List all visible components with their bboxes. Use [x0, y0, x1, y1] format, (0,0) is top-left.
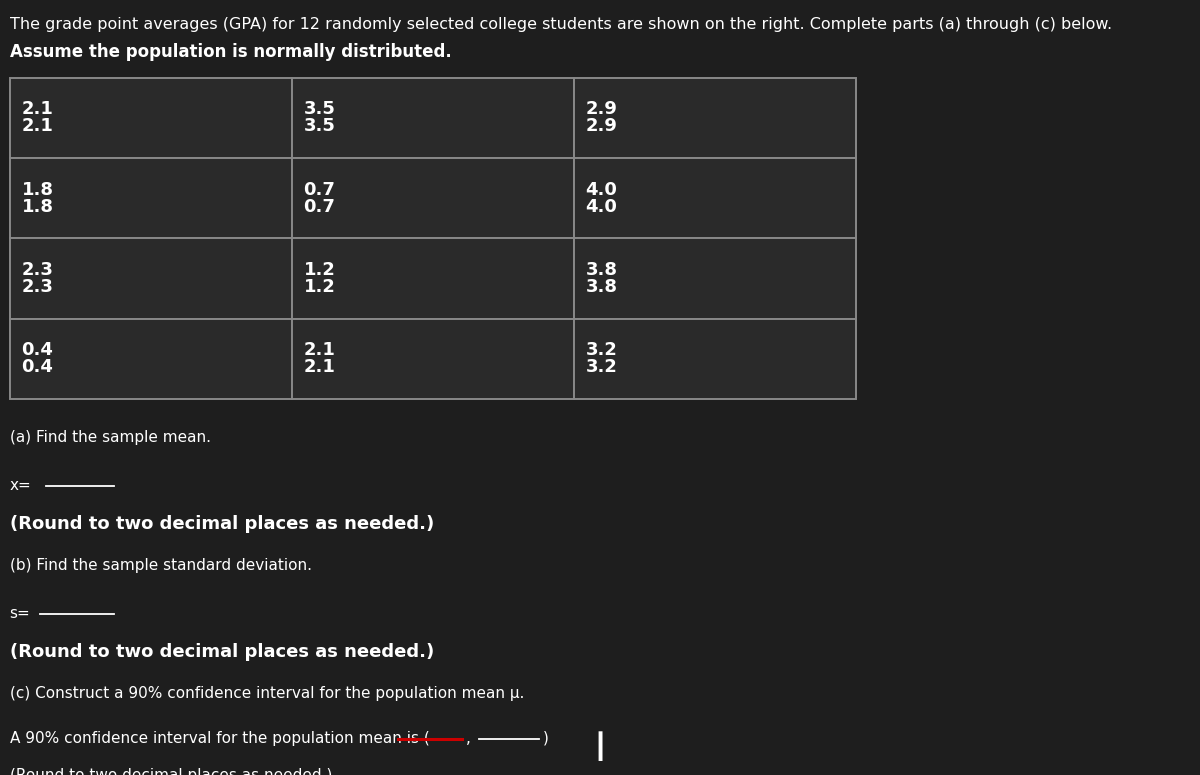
Text: 2.1: 2.1 — [22, 117, 54, 135]
Text: 3.8: 3.8 — [586, 278, 618, 296]
Text: 4.0: 4.0 — [586, 198, 618, 215]
Text: 3.5: 3.5 — [304, 117, 336, 135]
Text: ,: , — [466, 731, 470, 746]
Text: (Round to two decimal places as needed.): (Round to two decimal places as needed.) — [10, 643, 434, 661]
Text: ): ) — [542, 731, 548, 746]
Text: Assume the population is normally distributed.: Assume the population is normally distri… — [10, 43, 451, 60]
Text: 3.2: 3.2 — [586, 342, 618, 360]
Text: (Round to two decimal places as needed.): (Round to two decimal places as needed.) — [10, 515, 434, 533]
Text: 0.7: 0.7 — [304, 198, 336, 215]
Text: 2.1: 2.1 — [22, 100, 54, 118]
Text: 1.8: 1.8 — [22, 181, 54, 198]
Text: 2.9: 2.9 — [586, 100, 618, 118]
Text: 1.2: 1.2 — [304, 278, 336, 296]
Text: s=: s= — [10, 606, 30, 621]
Text: (a) Find the sample mean.: (a) Find the sample mean. — [10, 430, 211, 445]
Text: 4.0: 4.0 — [586, 181, 618, 198]
Text: 2.1: 2.1 — [304, 359, 336, 377]
Text: (c) Construct a 90% confidence interval for the population mean μ.: (c) Construct a 90% confidence interval … — [10, 686, 524, 701]
Text: The grade point averages (GPA) for 12 randomly selected college students are sho: The grade point averages (GPA) for 12 ra… — [10, 17, 1111, 32]
Text: (Round to two decimal places as needed.): (Round to two decimal places as needed.) — [10, 768, 332, 775]
Text: 2.9: 2.9 — [586, 117, 618, 135]
Text: A 90% confidence interval for the population mean is (: A 90% confidence interval for the popula… — [10, 731, 430, 746]
Text: ┃: ┃ — [593, 732, 607, 761]
Text: 1.8: 1.8 — [22, 198, 54, 215]
Text: 3.5: 3.5 — [304, 100, 336, 118]
Text: 0.7: 0.7 — [304, 181, 336, 198]
Text: 3.8: 3.8 — [586, 261, 618, 279]
Text: x=: x= — [10, 478, 31, 493]
Text: 1.2: 1.2 — [304, 261, 336, 279]
Text: 2.3: 2.3 — [22, 261, 54, 279]
Text: (b) Find the sample standard deviation.: (b) Find the sample standard deviation. — [10, 558, 312, 573]
Text: 0.4: 0.4 — [22, 342, 54, 360]
Text: 2.1: 2.1 — [304, 342, 336, 360]
Text: 2.3: 2.3 — [22, 278, 54, 296]
Text: 0.4: 0.4 — [22, 359, 54, 377]
Text: 3.2: 3.2 — [586, 359, 618, 377]
